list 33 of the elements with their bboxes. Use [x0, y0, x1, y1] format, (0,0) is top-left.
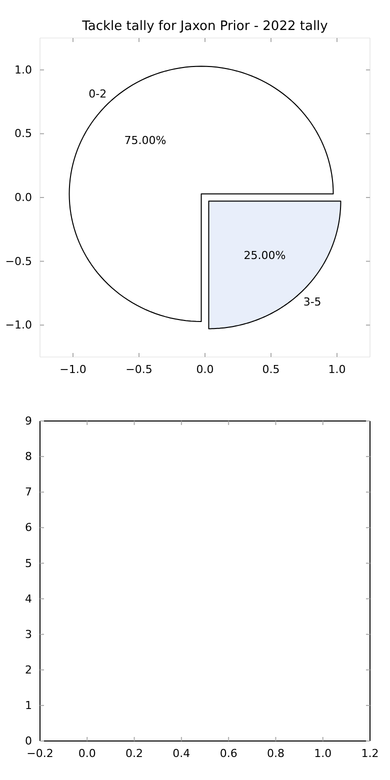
x-tick-label: 0.6 [220, 746, 238, 760]
x-tick-label: 0.0 [196, 362, 214, 376]
x-tick-label: −1.0 [60, 362, 86, 376]
y-tick-label: 6 [25, 521, 32, 534]
x-tick-label: 0.5 [262, 362, 280, 376]
y-tick-label: 3 [25, 628, 32, 641]
x-tick-label: 0.0 [78, 746, 96, 760]
data-label: 75.00% [124, 134, 166, 147]
x-tick-label: −0.2 [26, 746, 54, 760]
y-tick-label: 4 [25, 592, 32, 606]
slice-label: 0-2 [88, 88, 107, 101]
x-tick-label: 1.0 [314, 746, 332, 760]
x-tick-label: 1.2 [361, 746, 379, 760]
data-label: 25.00% [244, 249, 286, 262]
y-tick-label: 7 [25, 486, 32, 499]
x-tick-label: 1.0 [328, 362, 346, 376]
y-tick-label: −0.5 [5, 254, 32, 268]
y-tick-label: 0.5 [14, 127, 32, 140]
chart-title: Tackle tally for Jaxon Prior - 2022 tally [81, 19, 328, 34]
y-tick-label: 0.0 [14, 191, 32, 204]
x-tick-label: 0.2 [126, 746, 144, 760]
y-tick-label: 9 [25, 414, 32, 428]
x-tick-label: 0.4 [172, 746, 190, 760]
x-tick-label: −0.5 [126, 362, 152, 376]
y-tick-label: 0 [25, 734, 32, 748]
x-tick-label: 0.8 [266, 746, 284, 760]
y-tick-label: 5 [25, 556, 32, 570]
y-tick-label: −1.0 [5, 318, 32, 332]
y-tick-label: 2 [25, 663, 32, 676]
y-tick-label: 1.0 [14, 63, 32, 76]
y-tick-label: 1 [25, 698, 32, 712]
y-tick-label: 8 [25, 450, 32, 464]
slice-label: 3-5 [303, 295, 322, 308]
